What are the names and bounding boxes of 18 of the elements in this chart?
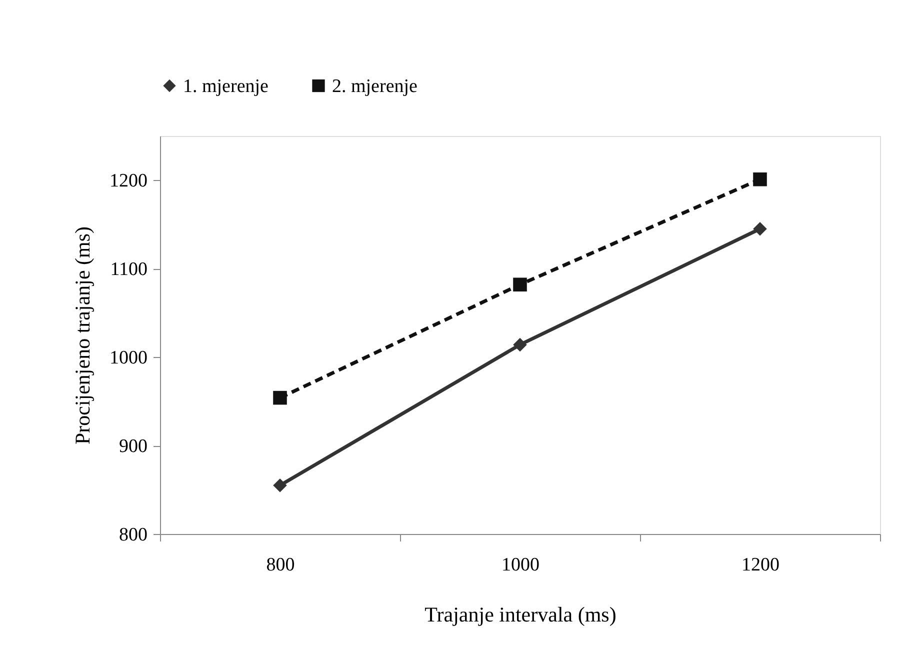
x-tick-label: 800 — [266, 554, 295, 576]
y-tick-label: 1100 — [110, 259, 148, 280]
legend-label: 1. mjerenje — [183, 76, 268, 97]
x-axis-title: Trajanje intervala (ms) — [424, 602, 616, 626]
y-tick-label: 800 — [119, 524, 148, 546]
point — [513, 338, 527, 352]
point — [273, 390, 287, 405]
y-axis-title: Procijenjeno trajanje (ms) — [70, 226, 94, 445]
y-tick-label: 900 — [119, 436, 148, 458]
y-tick-label: 1000 — [110, 348, 148, 369]
point — [753, 222, 767, 236]
legend-label: 2. mjerenje — [332, 76, 418, 97]
point — [273, 478, 287, 492]
y-tick-label: 1200 — [110, 170, 148, 192]
x-tick-label: 1200 — [742, 554, 780, 576]
point — [513, 278, 527, 292]
x-tick-label: 1000 — [502, 554, 540, 576]
point — [753, 172, 767, 186]
